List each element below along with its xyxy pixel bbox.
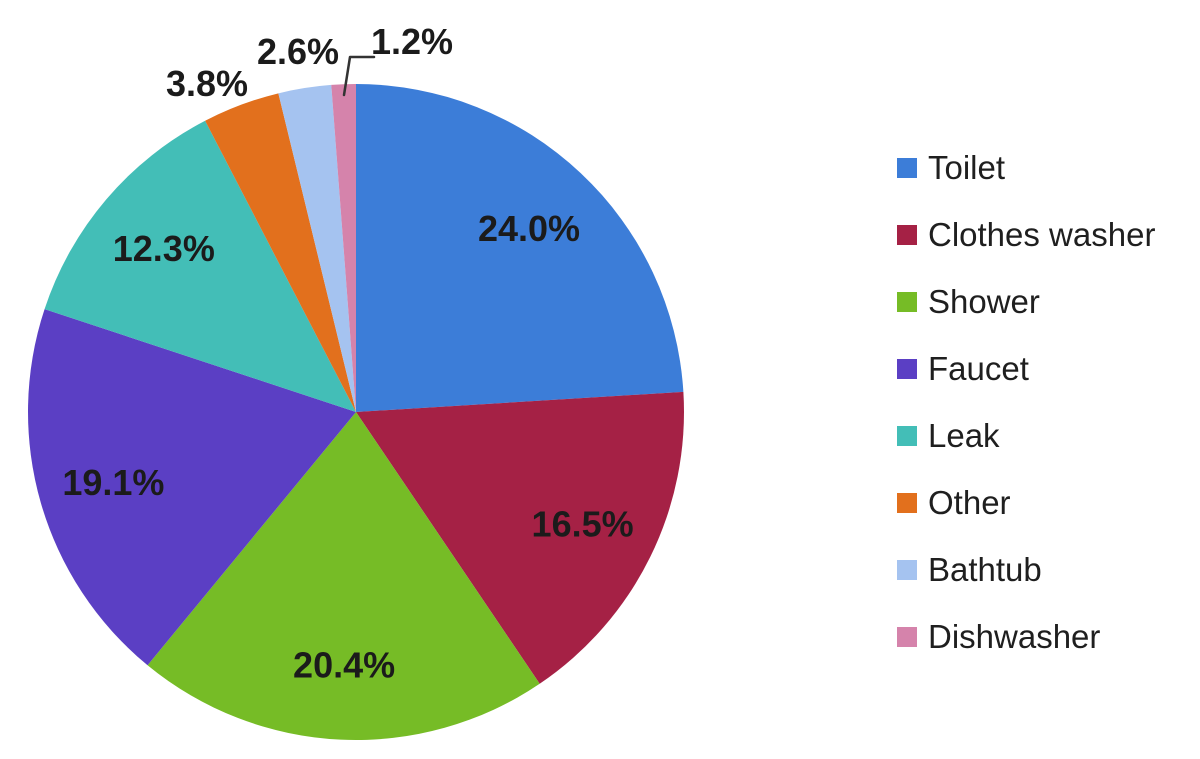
legend-label: Faucet <box>928 350 1029 387</box>
legend-label: Shower <box>928 283 1040 320</box>
legend-item-toilet: Toilet <box>897 151 1155 185</box>
pie-label-toilet: 24.0% <box>478 208 580 249</box>
legend-label: Dishwasher <box>928 618 1101 655</box>
legend-item-leak: Leak <box>897 419 1155 453</box>
pie-slice-other <box>205 93 356 412</box>
label-leader-line <box>342 55 376 97</box>
pie-slice-dishwasher <box>331 83 356 412</box>
legend-item-faucet: Faucet <box>897 352 1155 386</box>
pie-label-shower: 20.4% <box>293 644 395 685</box>
pie-slice-clothes-washer <box>356 391 684 684</box>
legend-swatch-icon <box>897 359 917 379</box>
legend-label: Clothes washer <box>928 216 1156 253</box>
pie-label-leak: 12.3% <box>113 228 215 269</box>
legend-swatch-icon <box>897 560 917 580</box>
legend-label: Toilet <box>928 149 1006 186</box>
legend-item-dishwasher: Dishwasher <box>897 620 1155 654</box>
pie-label-dishwasher: 1.2% <box>371 21 453 62</box>
legend-item-other: Other <box>897 486 1155 520</box>
pie-label-bathtub: 2.6% <box>257 31 339 72</box>
pie-label-clothes-washer: 16.5% <box>532 504 634 545</box>
legend-swatch-icon <box>897 627 917 647</box>
pie-label-faucet: 19.1% <box>62 462 164 503</box>
pie-slice-toilet <box>356 84 684 412</box>
legend-label: Other <box>928 484 1011 521</box>
pie-slice-bathtub <box>278 84 356 413</box>
pie-slice-faucet <box>28 309 357 666</box>
legend-item-clothes-washer: Clothes washer <box>897 218 1155 252</box>
legend-swatch-icon <box>897 426 917 446</box>
pie-slice-shower <box>147 412 540 740</box>
chart-legend: Toilet Clothes washer Shower Faucet Leak Othe… <box>897 151 1155 687</box>
legend-item-shower: Shower <box>897 285 1155 319</box>
legend-swatch-icon <box>897 158 917 178</box>
legend-label: Leak <box>928 417 1000 454</box>
legend-label: Bathtub <box>928 551 1042 588</box>
legend-swatch-icon <box>897 493 917 513</box>
legend-swatch-icon <box>897 292 917 312</box>
pie-slice-leak <box>44 120 356 412</box>
legend-swatch-icon <box>897 225 917 245</box>
legend-item-bathtub: Bathtub <box>897 553 1155 587</box>
pie-label-other: 3.8% <box>166 63 248 104</box>
